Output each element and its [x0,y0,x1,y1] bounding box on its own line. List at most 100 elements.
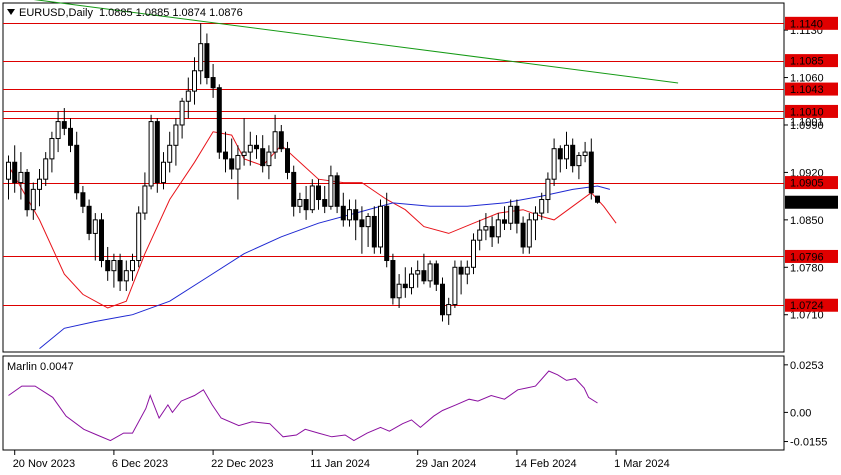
oscillator-line [8,370,598,442]
candle-92 [576,152,582,180]
candle-body [136,212,142,262]
candle-body [99,219,104,262]
level-tag-5 [785,176,838,190]
candle-49 [309,179,315,214]
level-tag-6 [785,249,838,263]
candle-85 [533,206,538,241]
level-tag-label: 1.1085 [790,56,824,68]
candle-52 [328,165,334,210]
level-tag-label: 1.1043 [790,84,824,96]
candle-0 [6,155,11,200]
candle-7 [49,131,55,173]
candle-body [142,185,148,214]
candle-38 [241,118,247,166]
level-tag-7 [785,298,838,312]
chart-header: EURUSD,Daily 1.0885 1.0885 1.0874 1.0876 [19,7,243,19]
candle-body [452,266,458,306]
candle-body [458,266,464,275]
candle-body [433,263,439,285]
candle-66 [415,260,421,288]
candle-body [216,87,222,153]
candle-80 [502,206,507,231]
candle-94 [588,138,594,200]
level-tag-label: 1.1010 [790,106,824,118]
candle-body [533,212,538,221]
candle-21 [136,206,142,268]
candle-body [489,226,495,238]
level-tag-1 [785,54,838,68]
candle-body [545,178,551,201]
price-panel-frame [2,2,785,353]
candle-body [24,171,30,211]
candle-73 [458,260,464,295]
candle-29 [185,77,191,119]
time-tick-label: 20 Nov 2023 [13,458,75,470]
candle-10 [68,118,73,153]
symbol-label: EURUSD,Daily [19,7,93,19]
candle-body [595,195,600,203]
level-tag-0 [785,16,838,30]
candle-69 [433,260,439,292]
candle-11 [74,131,80,200]
dropdown-triangle-icon[interactable] [7,9,15,15]
candle-body [316,185,321,201]
candle-48 [303,185,309,220]
candle-body [6,161,11,180]
candle-32 [204,33,210,85]
candle-body [68,127,73,146]
candle-84 [526,213,532,254]
candle-51 [322,185,328,214]
oscillator-panel: Marlin 0.0047 0.0253 0.00 -0.0155 [2,355,827,451]
candle-body [130,260,135,272]
candle-3 [24,169,30,217]
candle-body [272,131,278,153]
candle-body [154,121,160,184]
candle-body [49,138,55,160]
candle-body [117,260,123,282]
oscillator-panel-frame [2,355,785,451]
candle-body [285,148,290,173]
candle-72 [452,260,458,308]
current-price-tag [785,195,838,209]
candle-body [464,266,470,275]
candle-65 [409,267,414,295]
candle-19 [123,260,129,292]
price-tick-label: 1.0710 [790,310,824,322]
trendline-group [33,0,679,84]
candle-77 [483,213,489,241]
candle-9 [61,108,67,136]
candle-body [204,43,210,79]
candle-74 [464,260,470,285]
time-tick-label: 14 Feb 2024 [515,458,577,470]
candle-26 [167,131,173,173]
candle-body [18,171,24,184]
current-price-label: 1.0876 [790,197,824,209]
candle-body [161,161,166,184]
candle-41 [260,135,266,173]
candle-body [471,239,476,268]
candle-59 [371,206,377,254]
candle-body [409,273,414,289]
candle-12 [80,185,86,214]
candle-body [371,215,377,248]
level-tag-3 [785,104,838,118]
candle-6 [43,152,49,186]
candle-body [396,283,402,299]
candle-43 [272,114,278,159]
time-tick-label: 11 Jan 2024 [310,458,370,470]
candle-body [359,219,365,228]
candle-body [353,209,359,221]
candle-body [148,121,154,187]
candle-60 [378,199,383,254]
candle-body [582,151,588,156]
candle-15 [99,213,104,268]
candle-body [402,283,408,289]
candle-body [266,151,272,167]
candle-4 [30,182,36,220]
candle-30 [192,57,197,105]
candle-13 [86,199,92,241]
level-tag-label: 1.1140 [790,18,823,30]
price-tick-label: 1.0990 [790,120,824,132]
candle-83 [520,216,526,254]
